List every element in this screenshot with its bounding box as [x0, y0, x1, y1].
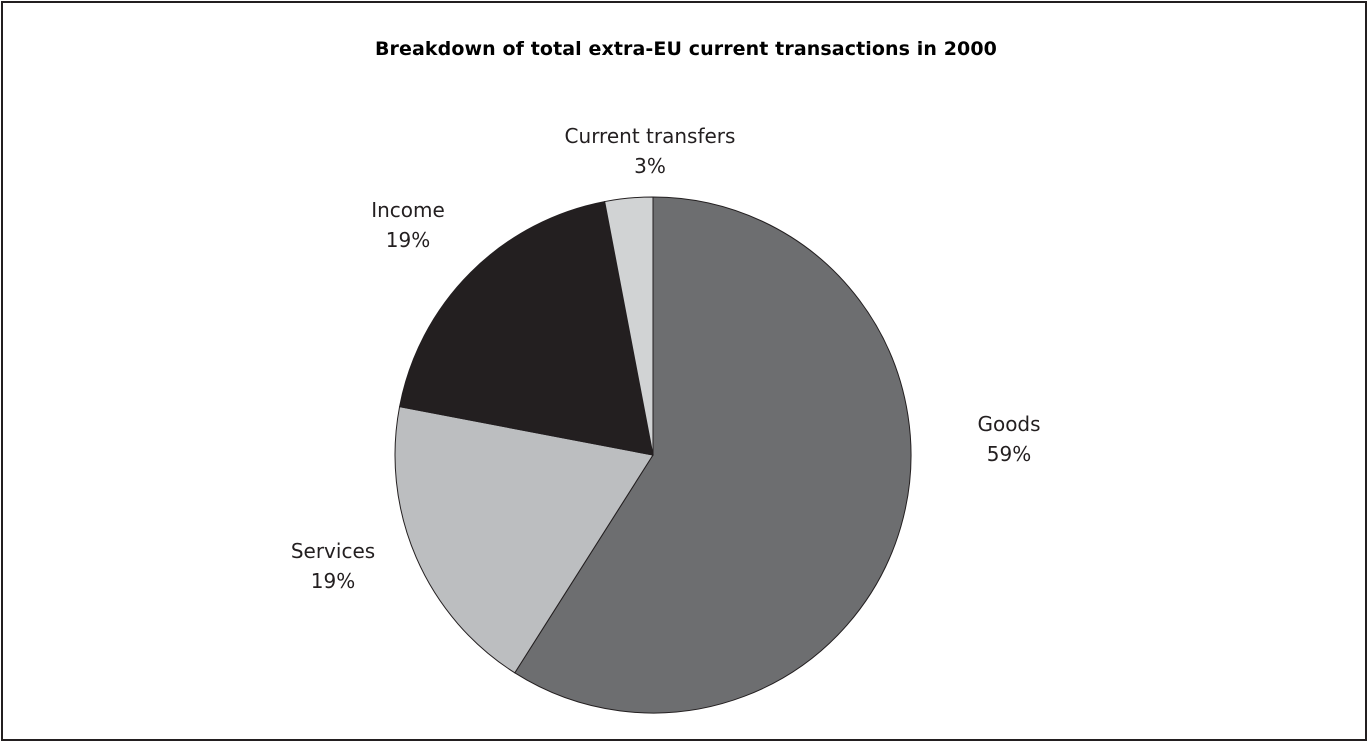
pie-slice-income — [398, 200, 654, 456]
pie-labels: Goods 59% Services 19% Income 19% Current tran… — [291, 124, 1041, 593]
pie-slice-services — [394, 406, 654, 674]
slice-name-label: Services — [291, 539, 375, 563]
slice-name-label: Goods — [977, 412, 1040, 436]
pie-slice-goods — [514, 196, 912, 714]
slice-value-label: 19% — [386, 228, 430, 252]
pie-slices — [394, 196, 912, 714]
slice-name-label: Current transfers — [565, 124, 736, 148]
slice-value-label: 3% — [634, 154, 666, 178]
chart-title: Breakdown of total extra-EU current tran… — [374, 38, 998, 60]
slice-value-label: 19% — [311, 569, 355, 593]
slice-value-label: 59% — [987, 442, 1031, 466]
slice-name-label: Income — [371, 198, 445, 222]
pie-slice-current-transfers — [604, 196, 654, 456]
